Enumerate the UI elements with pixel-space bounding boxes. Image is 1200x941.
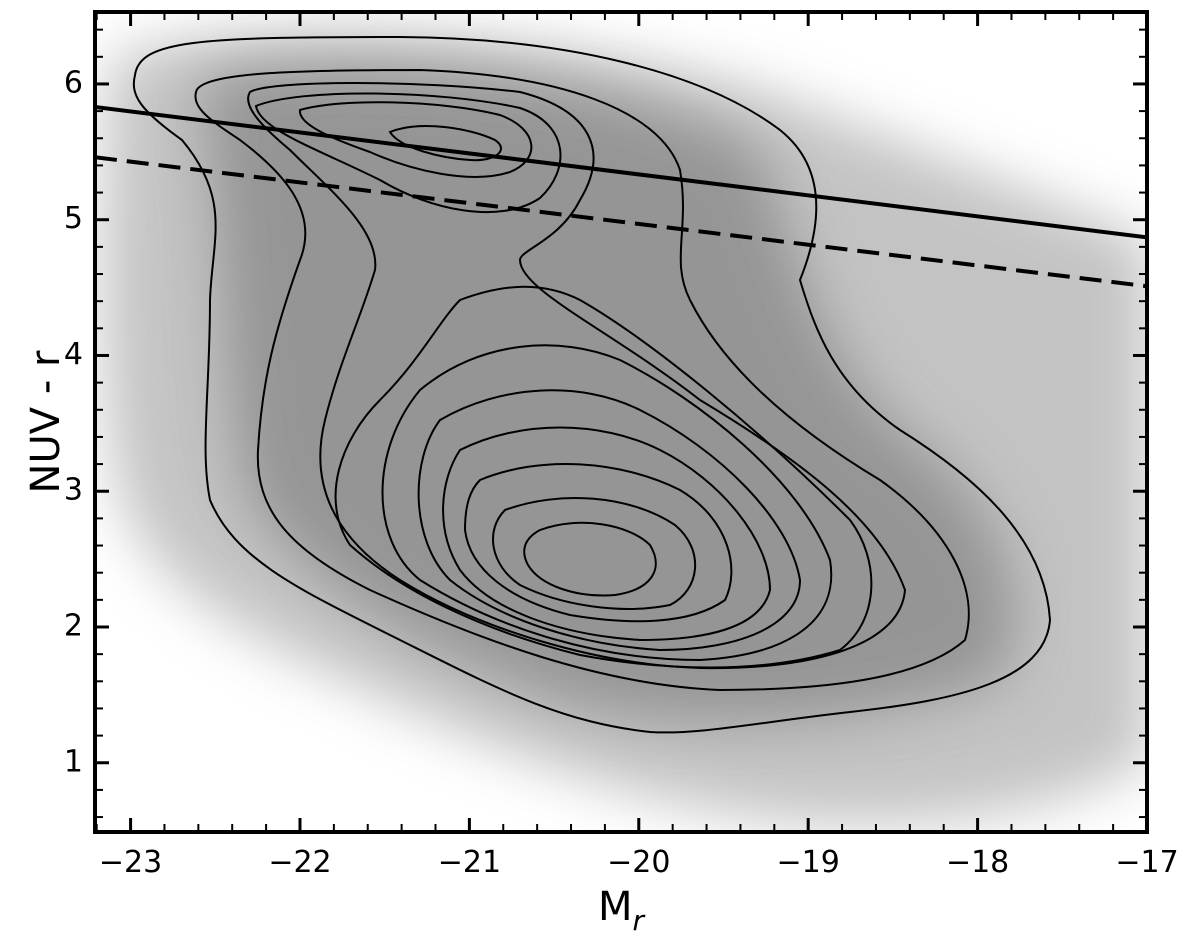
fit-line — [95, 155, 1147, 289]
x-tick-label: −21 — [438, 845, 501, 880]
y-tick-label: 3 — [64, 473, 83, 508]
ticks: −23 −22 −21 −20 −19 −18 −17 1 2 3 4 5 6 — [64, 12, 1179, 880]
x-axis-label-sub: r — [633, 904, 646, 937]
y-axis-label: NUV - r — [23, 350, 69, 493]
y-tick-label: 6 — [64, 65, 83, 100]
y-tick-label: 1 — [64, 744, 83, 779]
x-axis-label-main: M — [598, 884, 633, 930]
density-contours — [132, 35, 1052, 734]
plot-area — [95, 105, 1147, 289]
y-tick-label: 2 — [64, 609, 83, 644]
x-tick-label: −18 — [946, 845, 1009, 880]
axes-frame — [93, 10, 1149, 834]
x-tick-label: −17 — [1115, 845, 1178, 880]
x-tick-label: −22 — [268, 845, 331, 880]
fit-line — [95, 105, 1147, 240]
x-tick-label: −23 — [99, 845, 162, 880]
y-tick-label: 5 — [64, 201, 83, 236]
y-tick-label: 4 — [64, 337, 83, 372]
x-tick-label: −20 — [607, 845, 670, 880]
x-axis-label: Mr — [598, 884, 646, 937]
x-tick-label: −19 — [777, 845, 840, 880]
